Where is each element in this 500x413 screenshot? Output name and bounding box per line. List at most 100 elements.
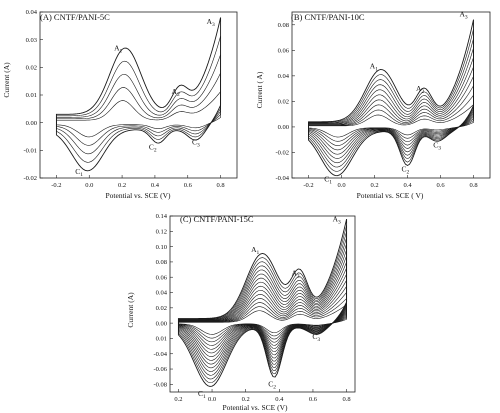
panel-a-cv-cycle — [56, 35, 221, 163]
panel-c-x-tick-label: 0.4 — [275, 396, 284, 403]
panel-c-cv-cycle — [178, 267, 347, 357]
panel-b-cv-cycle — [308, 103, 474, 138]
panel-c-y-tick-label: 0.02 — [156, 305, 167, 312]
panel-a-y-tick-label: 0.00 — [26, 120, 37, 127]
panel-a-y-tick-label: -0.01 — [23, 148, 37, 155]
panel-c-y-tick-label: 0.00 — [156, 320, 167, 327]
panel-c-y-tick-label: -0.04 — [153, 351, 167, 358]
panel-a-title: (A) CNTF/PANI-5C — [40, 12, 110, 22]
panel-a-y-tick-label: 0.02 — [26, 65, 37, 72]
panel-a-ylabel: Current (A) — [2, 62, 11, 98]
panel-c-cv-cycle — [178, 273, 347, 354]
panel-a-x-tick-label: 0.4 — [151, 182, 160, 189]
panel-b-x-tick-label: -0.2 — [303, 182, 313, 189]
panel-c-peak-label-c3: C3 — [312, 332, 320, 343]
panel-a-cv-cycle — [56, 72, 221, 146]
panel-c-y-tick-label: 0.14 — [156, 213, 168, 220]
panel-b-title: (B) CNTF/PANI-10C — [291, 12, 365, 22]
panel-a-peak-label-c1: C1 — [75, 167, 83, 178]
panel-a-peak-label-a2: A2 — [172, 87, 180, 98]
panel-b-plot-frame — [291, 11, 491, 179]
panel-b-y-tick-label: 0.04 — [278, 73, 290, 80]
panel-c-cv-cycle — [178, 231, 347, 380]
panel-c-title: (C) CNTF/PANI-15C — [180, 214, 254, 224]
panel-c-cv-cycle — [178, 291, 347, 343]
panel-a-peak-label-c3: C3 — [192, 138, 200, 149]
panel-a-cv-plot: (A) CNTF/PANI-5C Current (A) Potential v… — [2, 9, 238, 200]
panel-c-x-tick-label: 0.6 — [309, 396, 318, 403]
panel-c-y-tick-label: 0.06 — [156, 274, 168, 281]
panel-a-x-tick-label: 0.0 — [85, 182, 93, 189]
panel-b-peak-label-c3: C3 — [433, 141, 441, 152]
panel-c-cv-cycle — [177, 218, 348, 387]
panel-a-peak-label-c2: C2 — [149, 142, 157, 153]
panel-c-cv-plot: (C) CNTF/PANI-15C Current (A) Potential … — [126, 213, 356, 412]
panel-c-cv-cycle — [178, 255, 347, 365]
panel-a-xlabel: Potential vs. SCE (V) — [106, 191, 172, 200]
panel-c-peak-label-c2: C2 — [268, 380, 276, 391]
panel-a-x-tick-label: 0.8 — [217, 182, 225, 189]
panel-b-peak-label-a3: A3 — [460, 9, 468, 20]
panel-b-y-tick-label: 0.08 — [278, 22, 289, 29]
panel-b-cv-cycle — [308, 47, 474, 164]
panel-c-x-tick-label: 0.2 — [174, 396, 182, 403]
panel-b-xlabel: Potential vs. SCE ( V) — [357, 191, 424, 200]
panel-a-cv-cycle — [55, 17, 222, 172]
panel-a-cv-cycle — [56, 90, 221, 138]
panel-c-y-tick-label: 0.10 — [156, 244, 167, 251]
panel-a-x-tick-label: 0.6 — [184, 182, 193, 189]
panel-c-peak-label-c1: C1 — [198, 389, 206, 400]
panel-a-y-tick-label: 0.03 — [26, 37, 37, 44]
panel-c-cv-cycle — [178, 243, 347, 372]
panel-c-cv-cycle — [178, 237, 347, 376]
panel-c-x-tick-label: 0.0 — [208, 396, 216, 403]
panel-b-x-tick-label: 0.0 — [337, 182, 345, 189]
panel-c-cv-cycle — [178, 303, 347, 335]
panel-c-x-tick-label: 0.8 — [343, 396, 351, 403]
panel-c-y-tick-label: 0.12 — [156, 229, 167, 236]
panel-a-x-tick-label: -0.2 — [51, 182, 61, 189]
panel-c-peak-label-a1: A1 — [251, 245, 259, 256]
panel-b-cv-cycle — [308, 19, 474, 177]
panel-b-y-tick-label: 0.06 — [278, 48, 290, 55]
panel-b-x-tick-label: 0.4 — [403, 182, 412, 189]
panel-b-peak-label-c2: C2 — [402, 164, 410, 175]
panel-c-y-tick-label: 0.08 — [156, 259, 167, 266]
panel-b-cv-cycle — [308, 76, 474, 151]
panel-c-cv-cycle — [178, 249, 347, 369]
panel-c-xlabel: Potential vs. SCE (V) — [223, 403, 289, 412]
panel-b-x-tick-label: 0.6 — [436, 182, 445, 189]
panel-b-peak-label-a1: A1 — [370, 62, 378, 73]
panel-c-peak-label-a2: A2 — [292, 269, 300, 280]
panel-b-cv-cycle — [308, 57, 474, 159]
panel-b-cv-plot: (B) CNTF/PANI-10C Current ( A) Potential… — [255, 9, 491, 200]
panel-b-cv-cycle — [308, 29, 474, 172]
panel-b-cv-cycle — [308, 38, 474, 168]
panel-b-cv-cycle — [308, 94, 474, 142]
panel-a-peak-label-a1: A1 — [114, 43, 122, 54]
panel-b-ylabel: Current ( A) — [255, 71, 264, 108]
panel-a-peak-label-a3: A3 — [207, 17, 215, 28]
panel-c-peak-label-a3: A3 — [333, 215, 341, 226]
panel-a-y-tick-label: 0.01 — [26, 92, 37, 99]
panel-b-y-tick-label: -0.04 — [275, 175, 289, 182]
panel-b-x-tick-label: 0.2 — [370, 182, 378, 189]
panel-b-y-tick-label: -0.02 — [275, 150, 289, 157]
panel-c-cv-cycle — [178, 297, 347, 339]
panel-b-peak-label-a2: A2 — [416, 84, 424, 95]
panel-a-x-tick-label: 0.2 — [118, 182, 126, 189]
panel-b-y-tick-label: 0.02 — [278, 99, 289, 106]
panel-c-cv-cycle — [178, 285, 347, 346]
panel-c-y-tick-label: -0.08 — [153, 382, 167, 389]
panel-c-cv-cycle — [178, 225, 347, 384]
panel-a-y-tick-label: 0.04 — [26, 9, 38, 16]
panel-c-ylabel: Current (A) — [126, 292, 135, 328]
panel-a-y-tick-label: -0.02 — [23, 175, 37, 182]
panel-c-y-tick-label: -0.06 — [153, 366, 167, 373]
panel-c-y-tick-label: 0.01 — [156, 336, 167, 343]
panel-b-x-tick-label: 0.8 — [469, 182, 477, 189]
panel-c-cv-cycle — [178, 261, 347, 361]
panel-c-y-tick-label: 0.04 — [156, 290, 168, 297]
panel-b-y-tick-label: 0.00 — [278, 124, 289, 131]
